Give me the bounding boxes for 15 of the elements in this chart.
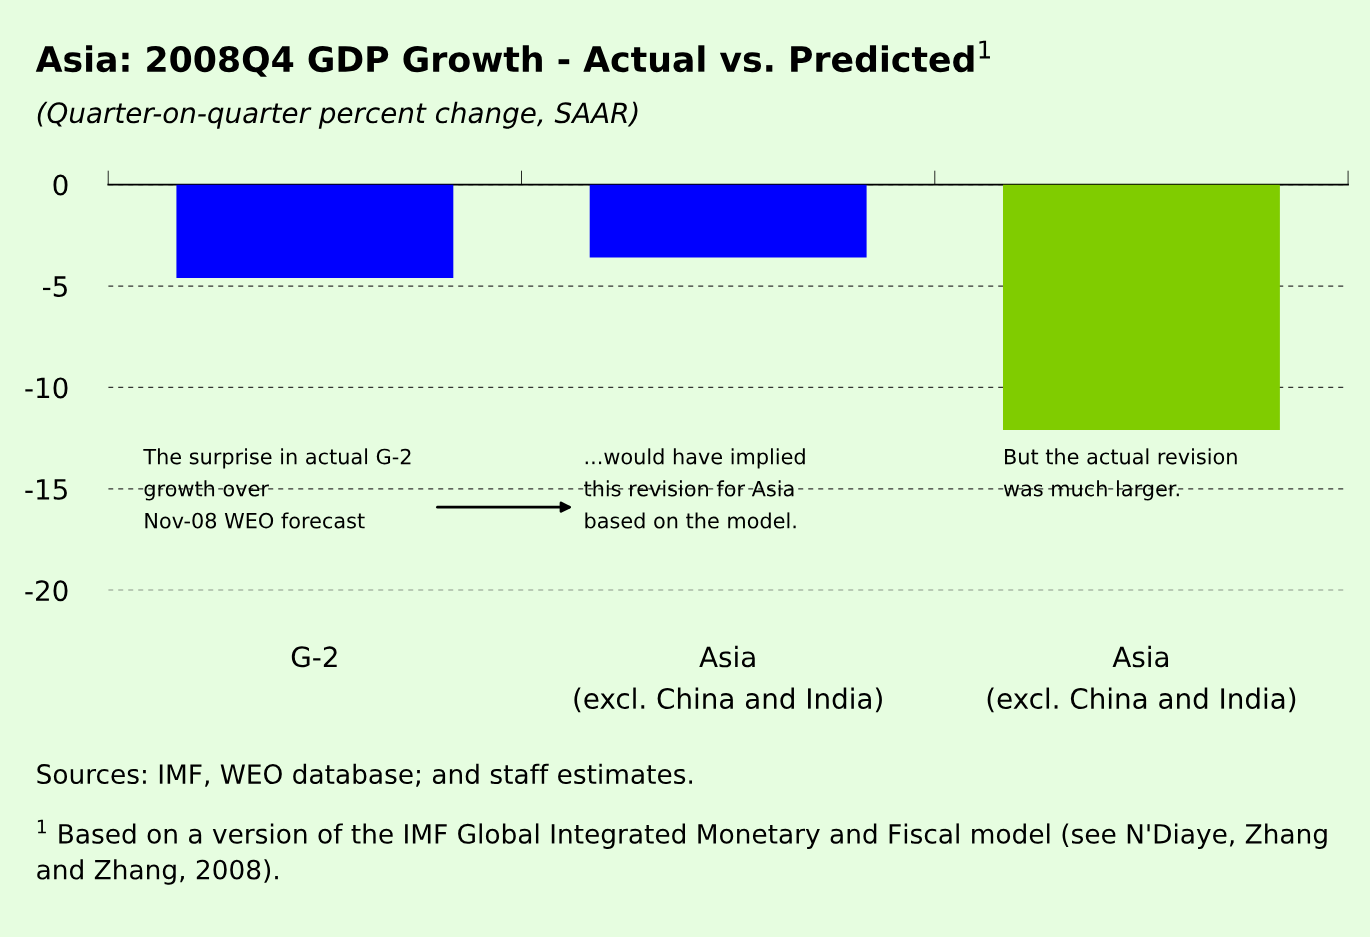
y-tick-label: -5 [43, 276, 67, 297]
y-tick-label: -10 [25, 377, 68, 399]
source-note: Sources: IMF, WEO database; and staff estimates. [37, 763, 692, 787]
x-tick-label: Asia (excl. China and India) [987, 645, 1296, 713]
x-tick-label: Asia (excl. China and India) [574, 645, 882, 713]
y-tick-label: 0 [53, 174, 68, 196]
annotation: The surprise in actual G-2 growth over Nov-08 WEO forecast [143, 448, 411, 529]
annotation: But the actual revision was much larger. [1003, 448, 1237, 501]
chart-subtitle: (Quarter-on-quarter percent change, SAAR) [37, 101, 638, 129]
chart-title: Asia: 2008Q4 GDP Growth - Actual vs. Predicted$^{1}$ [35, 40, 990, 77]
annotation: ...would have implied this revision for Asia based on the model. [584, 448, 805, 529]
y-tick-label: -20 [25, 580, 68, 602]
x-tick-label: G-2 [291, 646, 337, 668]
text: $^{1}$ Based on a version of the IMF Global Integrated Monetary and Fiscal model (see N'Diaye, Zhang and Zhang, 2008). [37, 819, 1327, 885]
y-tick-label: -15 [25, 479, 67, 500]
